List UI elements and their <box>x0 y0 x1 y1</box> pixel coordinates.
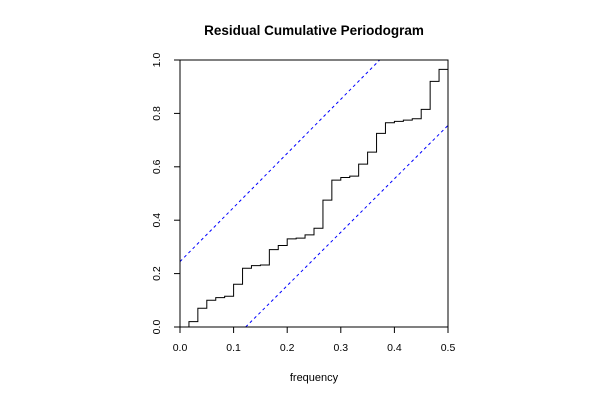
x-tick-label: 0.2 <box>280 342 295 354</box>
y-tick-label: 0.2 <box>151 266 163 281</box>
x-tick-label: 0.5 <box>441 342 456 354</box>
y-axis: 0.0 0.2 0.4 0.6 0.8 1.0 <box>151 53 180 335</box>
y-tick-label: 1.0 <box>151 53 163 68</box>
confidence-bound-line-1 <box>179 59 381 262</box>
y-tick-label: 0.6 <box>151 159 163 174</box>
x-tick-label: 0.4 <box>387 342 402 354</box>
plot-area <box>179 59 449 328</box>
plot-frame <box>179 59 449 328</box>
confidence-bound-line-2 <box>245 125 449 328</box>
x-tick-label: 0.3 <box>333 342 348 354</box>
x-axis: 0.0 0.1 0.2 0.3 0.4 0.5 <box>173 327 456 354</box>
y-tick-label: 0.0 <box>151 320 163 335</box>
x-tick-label: 0.0 <box>173 342 188 354</box>
x-tick-label: 0.1 <box>226 342 241 354</box>
chart-title: Residual Cumulative Periodogram <box>204 23 424 38</box>
y-tick-label: 0.4 <box>151 213 163 228</box>
cumulative-periodogram-line <box>180 60 449 328</box>
y-tick-label: 0.8 <box>151 106 163 121</box>
x-axis-label: frequency <box>290 372 339 384</box>
